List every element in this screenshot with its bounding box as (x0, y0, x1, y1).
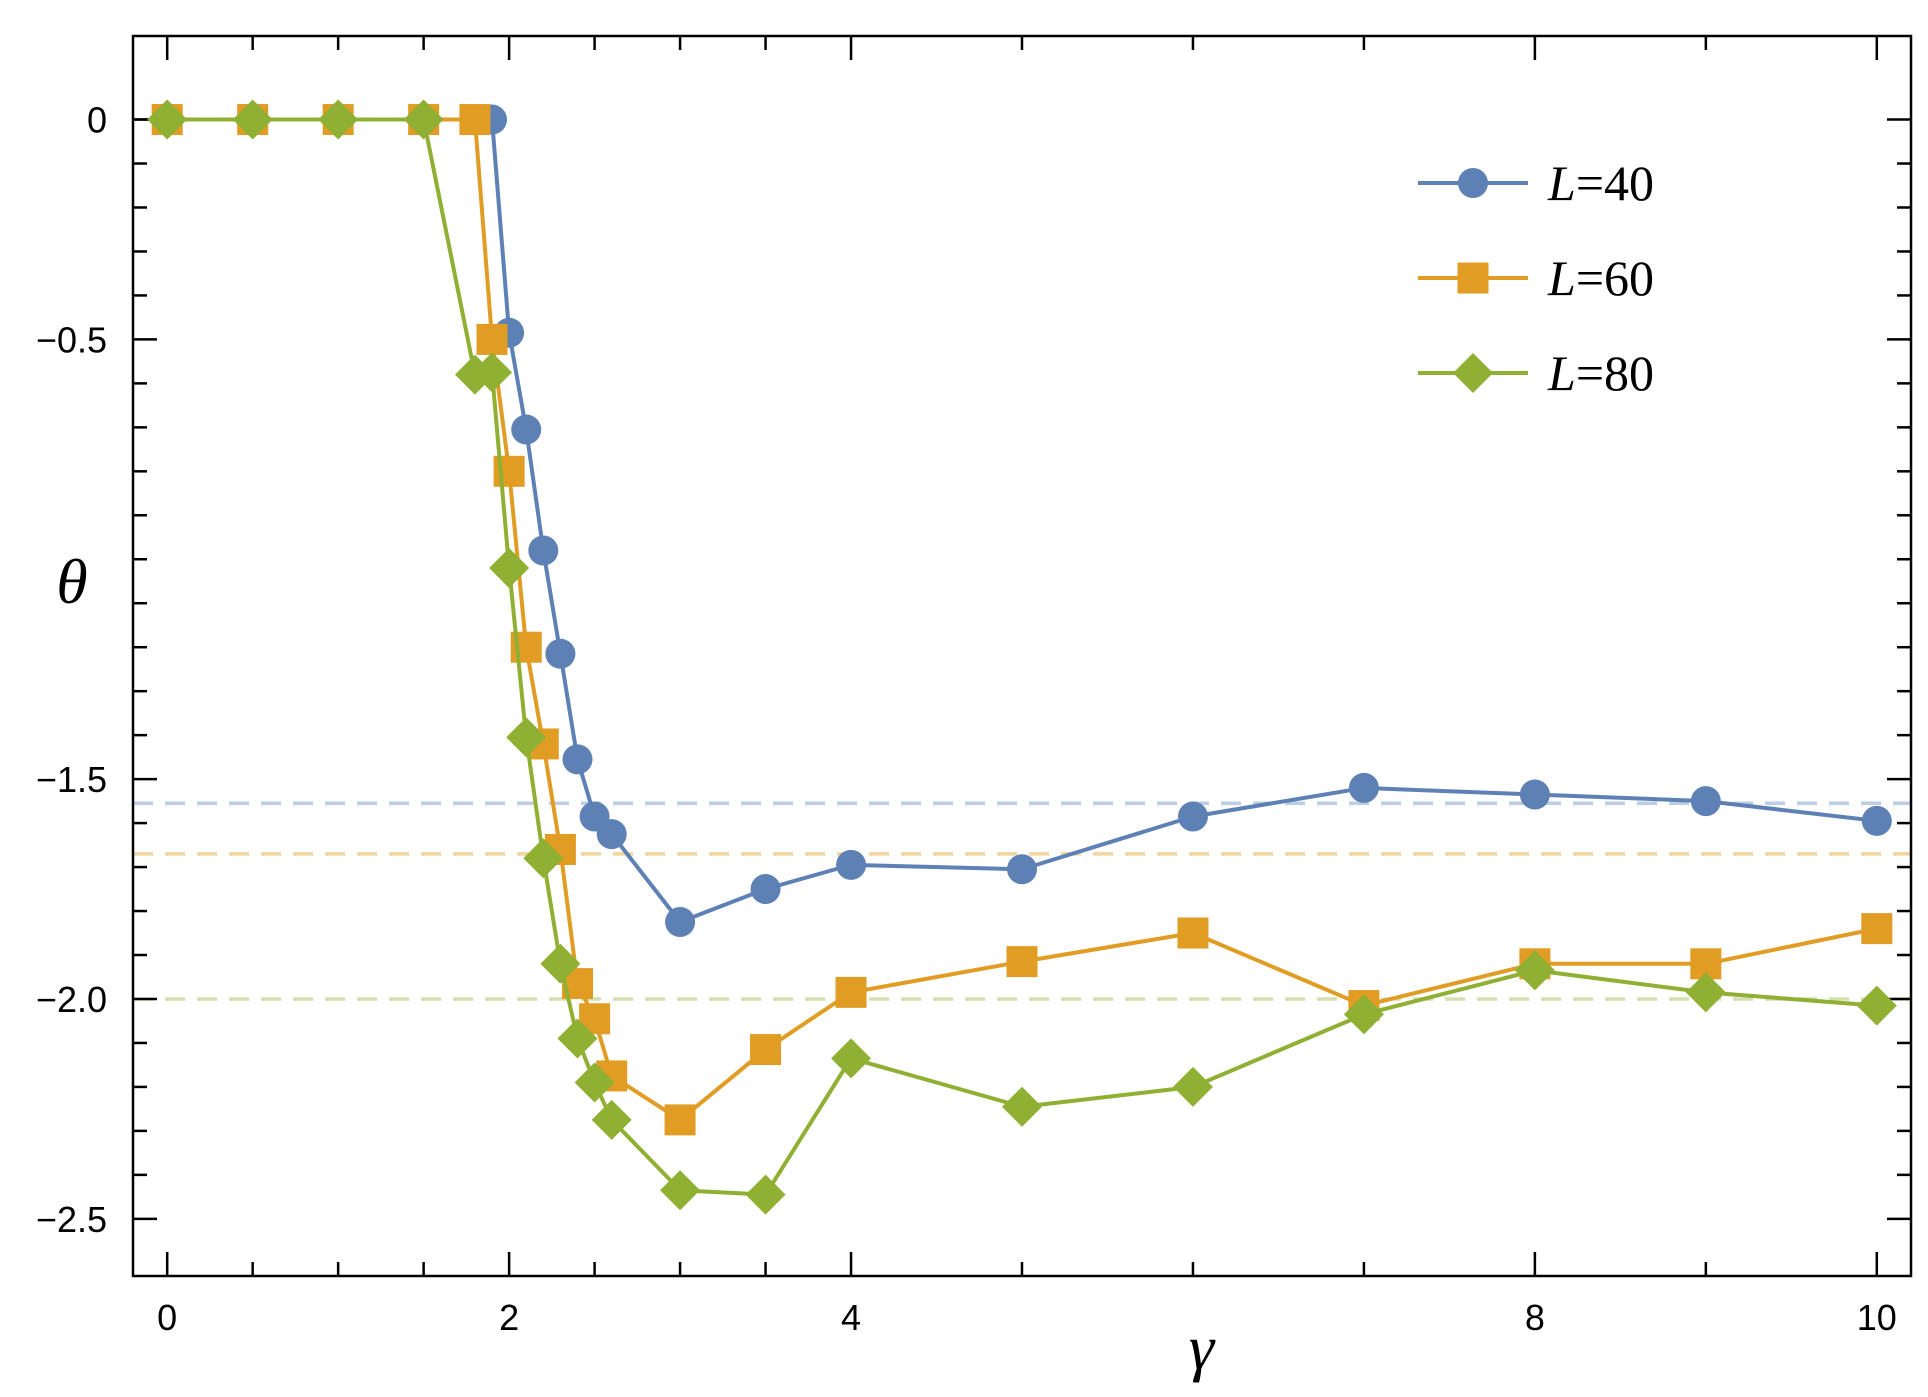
reference-lines (133, 801, 1911, 1001)
data-point (1861, 805, 1892, 836)
data-point (1006, 946, 1038, 978)
data-point (459, 104, 491, 136)
data-point (523, 838, 564, 879)
plot-frame (131, 34, 1913, 1278)
legend-value: =40 (1576, 155, 1654, 211)
data-point (745, 1174, 786, 1215)
data-point (660, 1170, 701, 1211)
data-point (545, 638, 576, 669)
data-point (835, 976, 867, 1008)
data-point (1002, 1086, 1042, 1127)
data-point (1172, 1066, 1213, 1107)
legend-label: L=60 (1547, 250, 1654, 306)
y-tick-label: −2.5 (36, 1199, 107, 1240)
x-tick-label: 2 (499, 1297, 519, 1338)
data-point (836, 849, 867, 880)
data-point (591, 1099, 632, 1140)
data-point (1690, 786, 1721, 817)
series-layer (147, 99, 1897, 1215)
data-point (489, 548, 530, 589)
legend-value: =80 (1576, 345, 1654, 401)
legend-variable: L (1547, 250, 1576, 306)
x-tick-label: 8 (1525, 1297, 1545, 1338)
data-point (562, 744, 593, 775)
data-point (574, 1062, 615, 1103)
data-point (1685, 972, 1726, 1013)
data-point (1177, 801, 1208, 832)
legend-label: L=40 (1547, 155, 1654, 211)
series-L80 (147, 99, 1897, 1215)
data-point (476, 323, 508, 355)
data-point (1343, 994, 1384, 1035)
data-point (318, 99, 359, 140)
legend-label: L=80 (1547, 345, 1654, 401)
series-line (167, 117, 1877, 1197)
x-tick-label: 10 (1857, 1297, 1897, 1338)
data-point (1861, 913, 1893, 945)
series-line (167, 117, 1878, 1122)
legend-variable: L (1547, 155, 1576, 211)
data-point (1856, 985, 1897, 1026)
data-point (1519, 779, 1550, 810)
data-point (664, 1104, 696, 1136)
data-point (528, 535, 559, 566)
legend-entry: L=80 (1418, 345, 1654, 401)
data-point (147, 99, 188, 140)
y-tick-label: −2.0 (36, 979, 107, 1020)
x-tick-label: 0 (157, 1297, 177, 1338)
legend-value: =60 (1576, 250, 1654, 306)
data-point (506, 717, 547, 758)
y-axis-label: θ (56, 546, 87, 617)
data-point (596, 819, 627, 850)
legend-marker (1453, 353, 1493, 393)
data-point (1007, 854, 1037, 885)
y-tick-label: 0 (87, 100, 107, 141)
data-point (511, 414, 542, 445)
legend: L=40L=60L=80 (1418, 155, 1654, 401)
data-point (557, 1018, 598, 1059)
y-tick-label: −0.5 (36, 319, 107, 360)
legend-marker (1458, 168, 1488, 198)
x-tick-label: 4 (841, 1297, 861, 1338)
data-point (1348, 772, 1379, 803)
data-point (472, 352, 513, 393)
legend-entry: L=40 (1418, 155, 1654, 211)
tick-labels: 0 2 4 8 10 0 −0.5 −1.5 −2.0 −2.5 (36, 100, 1897, 1338)
legend-marker (1457, 262, 1489, 294)
data-point (403, 99, 444, 140)
x-axis-label: γ (1189, 1312, 1216, 1383)
data-point (1177, 917, 1209, 949)
data-point (750, 874, 781, 905)
y-tick-label: −1.5 (36, 759, 107, 800)
data-point (540, 943, 581, 984)
data-point (831, 1038, 872, 1079)
data-point (1514, 950, 1555, 991)
legend-variable: L (1547, 345, 1576, 401)
legend-entry: L=60 (1418, 250, 1654, 306)
data-point (232, 99, 273, 140)
data-point (750, 1034, 782, 1066)
data-point (665, 907, 696, 938)
